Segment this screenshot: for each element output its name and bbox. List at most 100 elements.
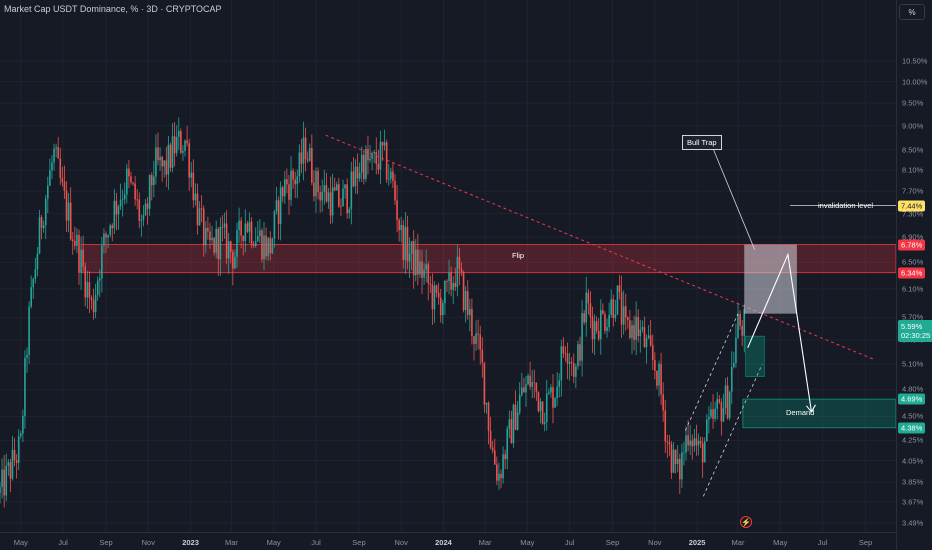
candle-body: [579, 344, 581, 361]
candle-body: [651, 345, 654, 360]
candle-body: [342, 188, 344, 207]
candle-body: [352, 171, 355, 187]
events-lightning-icon[interactable]: ⚡: [740, 516, 752, 528]
candle-body: [363, 154, 365, 180]
candle-body: [504, 454, 506, 460]
candle-body: [367, 148, 369, 161]
candle-body: [485, 402, 488, 405]
candle-body: [55, 147, 57, 149]
candle-body: [718, 399, 721, 403]
candle-body: [620, 292, 623, 325]
bull-trap-box: [744, 244, 797, 314]
candle-body: [606, 327, 608, 331]
candle-body: [76, 234, 78, 246]
candle-body: [406, 226, 409, 262]
candle-body: [113, 200, 116, 229]
candle-body: [365, 148, 367, 180]
candle-body: [335, 184, 338, 191]
percent-scale-button[interactable]: %: [899, 4, 925, 20]
candle-body: [687, 435, 689, 446]
candle-body: [80, 249, 82, 273]
candle-body: [375, 152, 378, 164]
candle-body: [369, 158, 371, 161]
candle-body: [219, 227, 222, 260]
candle-body: [254, 241, 257, 247]
candle-body: [695, 438, 698, 446]
candle-body: [568, 362, 571, 364]
candle-body: [602, 310, 604, 315]
price-tick-label: 4.25%: [902, 435, 924, 445]
candle-body: [533, 382, 536, 383]
candle-body: [94, 295, 97, 313]
candle-body: [527, 375, 529, 385]
time-tick-label: Nov: [648, 538, 662, 547]
candle-body: [167, 144, 170, 175]
candle-body: [103, 233, 105, 246]
candle-body: [273, 211, 276, 239]
candle-body: [728, 391, 731, 419]
price-tick-label: 5.10%: [902, 359, 924, 369]
candle-body: [583, 313, 585, 323]
price-chart[interactable]: [0, 0, 896, 532]
candle-body: [259, 230, 261, 237]
price-level-tag: 6.34%: [898, 267, 926, 279]
candle-body: [138, 199, 141, 221]
candle-body: [63, 181, 66, 191]
candle-body: [550, 387, 552, 393]
chart-canvas[interactable]: [0, 0, 896, 532]
price-level-tag: 6.78%: [898, 239, 926, 251]
candle-body: [537, 391, 540, 411]
candle-body: [412, 241, 415, 276]
candle-body: [496, 464, 498, 481]
candle-body: [86, 282, 89, 298]
candle-body: [107, 234, 109, 238]
time-axis[interactable]: May Jul Sep Nov 2023 Mar May Jul Sep Nov 2024 Mar Ma…: [0, 532, 896, 550]
time-tick-label: Sep: [858, 538, 873, 547]
candle-body: [612, 299, 615, 319]
candle-body: [558, 380, 561, 387]
candle-body: [211, 237, 213, 241]
candle-body: [714, 408, 716, 419]
candle-body: [84, 266, 87, 298]
price-level-tag: 7.44%: [898, 200, 926, 212]
candle-body: [624, 306, 627, 318]
candle-body: [290, 170, 292, 200]
candle-body: [552, 387, 554, 408]
candle-body: [672, 449, 675, 473]
candle-body: [150, 174, 153, 186]
candle-body: [213, 237, 215, 253]
candle-body: [296, 176, 299, 185]
candle-body: [593, 321, 596, 340]
candle-body: [196, 193, 199, 226]
candle-body: [329, 192, 332, 216]
candle-body: [697, 440, 700, 446]
candle-body: [34, 269, 37, 280]
candle-body: [271, 238, 274, 254]
candle-body: [377, 163, 380, 170]
candle-body: [641, 327, 644, 330]
candle-body: [464, 291, 467, 311]
price-tick-label: 6.90%: [902, 232, 924, 242]
candle-body: [142, 215, 145, 220]
candle-body: [622, 306, 625, 325]
candle-body: [288, 184, 290, 200]
candle-body: [134, 183, 136, 200]
candle-body: [487, 402, 490, 431]
candle-body: [338, 184, 340, 207]
candle-body: [217, 228, 220, 260]
candle-body: [1, 469, 3, 488]
candle-body: [479, 334, 482, 350]
candle-body: [631, 325, 633, 338]
candle-body: [169, 144, 172, 168]
candle-body: [500, 473, 502, 479]
price-tick-label: 9.00%: [902, 121, 924, 131]
candle-body: [439, 297, 442, 316]
candle-body: [109, 225, 111, 235]
candle-body: [246, 223, 249, 232]
candle-body: [722, 407, 725, 422]
resistance-trendline: [325, 134, 876, 361]
price-axis[interactable]: 10.50% 10.00% 9.50% 9.00% 8.50% 8.10% 7.70% 7.3…: [896, 0, 932, 550]
candle-body: [146, 203, 149, 209]
candle-body: [286, 179, 288, 185]
projected-path-arrowhead: [806, 404, 816, 413]
